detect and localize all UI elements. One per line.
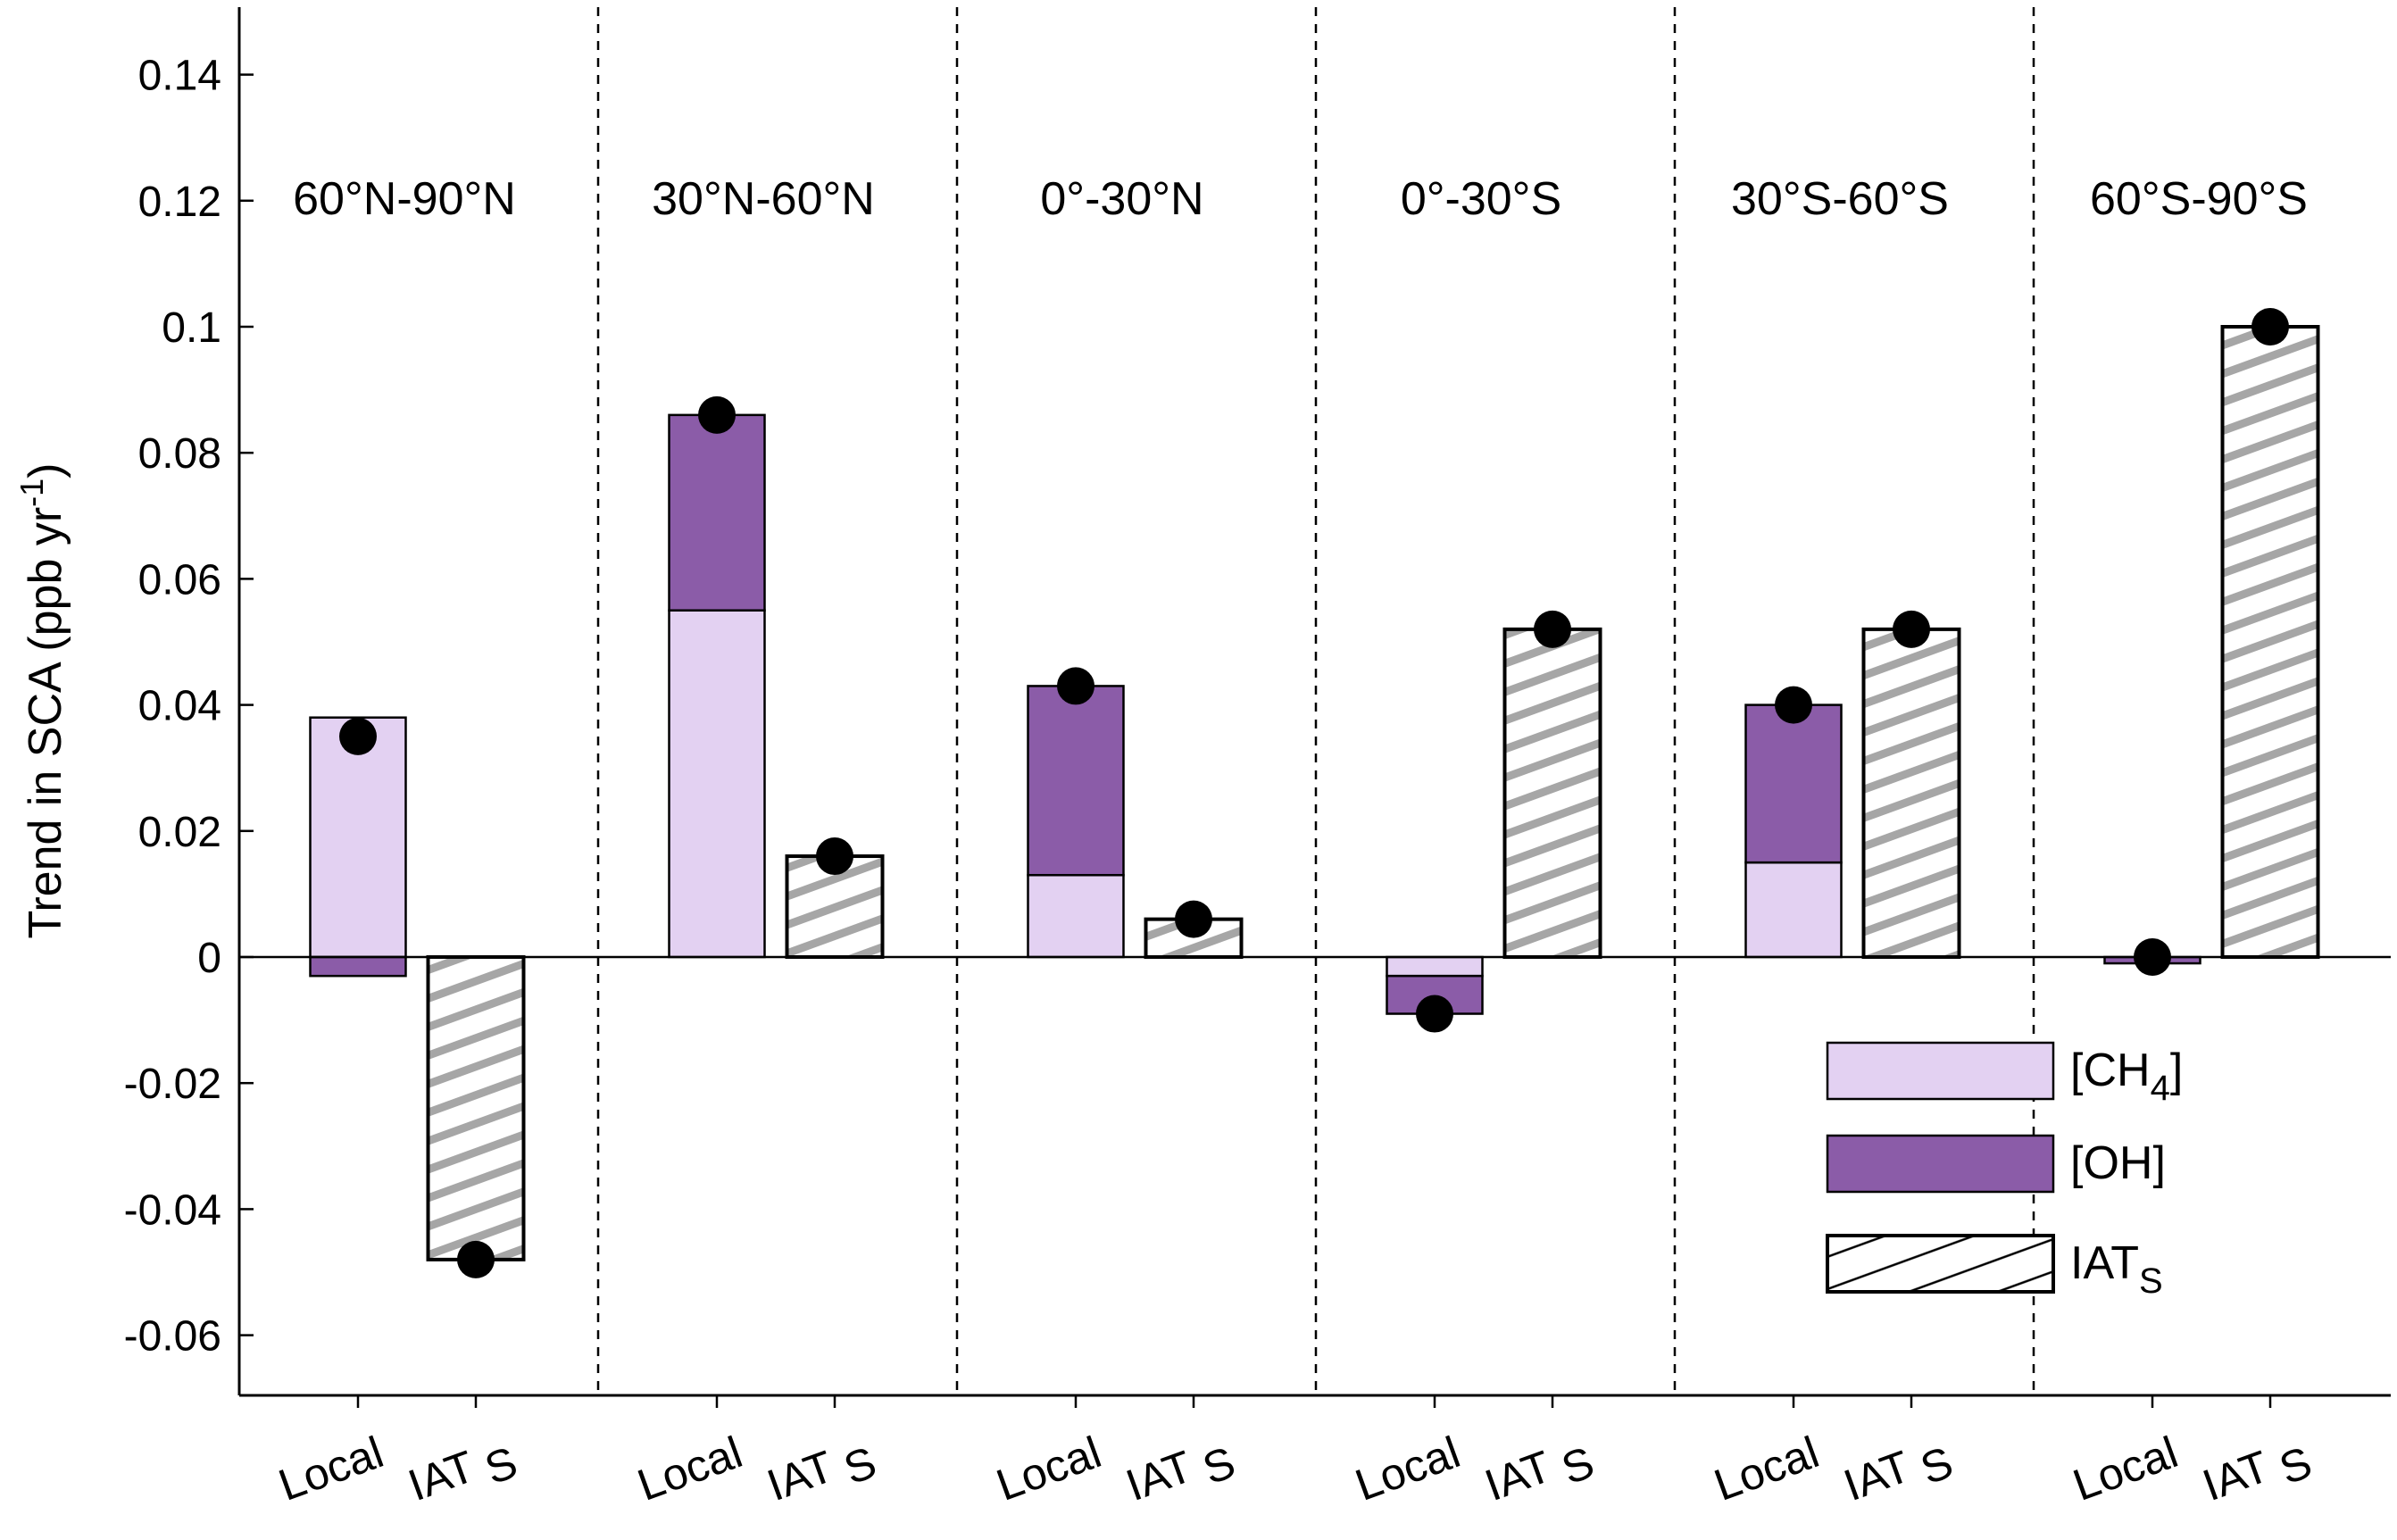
dot-iat-total [816, 837, 853, 876]
legend-swatch-iat [1826, 1234, 2055, 1294]
region-label: 60°N-90°N [293, 173, 516, 225]
legend-label-sub: S [2139, 1261, 2163, 1301]
x-tick-label-local: Local [990, 1427, 1107, 1511]
legend: [CH4][OH]IATS [1826, 1041, 2183, 1301]
x-tick-label-iat: IAT S [1837, 1427, 1959, 1520]
x-tick-label-iat: IAT S [402, 1427, 523, 1520]
y-axis-title-close: ) [20, 463, 71, 479]
bar-local-oh [668, 413, 766, 612]
dot-local-total [339, 717, 377, 755]
y-tick-label: 0 [197, 935, 221, 982]
bar-iat [2220, 325, 2320, 959]
bar-iat [426, 955, 526, 1261]
bar-local-ch4 [1027, 873, 1125, 959]
y-axis: -0.06 -0.04 -0.02 0 0.02 0.04 0.06 0.08 0.1 0.12 0… [124, 7, 2391, 1408]
x-tick-label-iat: IAT S [1119, 1427, 1241, 1520]
y-tick-label: -0.06 [124, 1313, 221, 1361]
x-tick-label-local: Local [1708, 1427, 1825, 1511]
y-tick-label: -0.02 [124, 1061, 221, 1108]
legend-label-iat: IATS [2070, 1237, 2163, 1301]
region-label: 0°-30°N [1040, 173, 1203, 225]
x-tick-label-local: Local [1349, 1427, 1466, 1511]
legend-label-main: IAT [2070, 1237, 2139, 1289]
y-tick-label: -0.04 [124, 1186, 221, 1234]
bar-local-oh [309, 955, 407, 978]
bar-iat [1502, 627, 1602, 959]
legend-swatch-oh [1826, 1134, 2055, 1194]
y-axis-title-main: Trend in SCA (ppb yr [20, 507, 71, 939]
legend-label-main: [CH [2070, 1045, 2151, 1096]
bar-local-ch4 [309, 716, 407, 959]
bar-local-ch4 [1386, 955, 1484, 978]
y-tick-label: 0.02 [138, 809, 221, 856]
x-tick-label-local: Local [272, 1427, 389, 1511]
bar-local-oh [1744, 703, 1843, 864]
y-tick-label: 0.12 [138, 179, 221, 226]
legend-label-sub: 4 [2151, 1069, 2170, 1108]
legend-label-close: ] [2170, 1045, 2183, 1096]
bar-local-ch4 [668, 609, 766, 959]
dot-iat-total [1175, 900, 1212, 938]
total-markers [339, 308, 2289, 1278]
y-tick-label: 0.06 [138, 556, 221, 604]
region-label: 30°N-60°N [652, 173, 875, 225]
x-tick-label-iat: IAT S [2196, 1427, 2318, 1520]
y-axis-title-sup: -1 [13, 479, 50, 507]
bar-local-oh [1027, 685, 1125, 877]
bar-iat [1861, 627, 1961, 959]
dot-iat-total [2251, 308, 2289, 345]
y-axis-title: Trend in SCA (ppb yr-1) [13, 463, 71, 939]
y-tick-label: 0.04 [138, 683, 221, 730]
y-tick-label: 0.08 [138, 430, 221, 478]
region-label: 0°-30°S [1401, 173, 1561, 225]
x-tick-label-iat: IAT S [1478, 1427, 1600, 1520]
x-tick-label-local: Local [631, 1427, 748, 1511]
y-tick-label: 0.1 [162, 304, 221, 352]
dot-local-total [1057, 667, 1094, 705]
y-tick-label: 0.14 [138, 53, 221, 100]
dot-iat-total [457, 1240, 495, 1278]
bar-local-ch4 [1744, 861, 1843, 959]
legend-label-main: [OH] [2070, 1137, 2166, 1189]
dot-local-total [1416, 995, 1453, 1033]
dot-local-total [698, 395, 736, 434]
region-label: 60°S-90°S [2090, 173, 2308, 225]
x-tick-label-iat: IAT S [761, 1427, 882, 1520]
legend-label-ch4: [CH4] [2070, 1045, 2183, 1108]
dot-iat-total [1893, 610, 1930, 648]
bars [309, 325, 2320, 1261]
dot-iat-total [1534, 610, 1571, 648]
dot-local-total [1775, 686, 1812, 724]
region-label: 30°S-60°S [1731, 173, 1949, 225]
x-tick-label-local: Local [2067, 1427, 2184, 1511]
legend-label-oh: [OH] [2070, 1137, 2166, 1189]
legend-swatch-ch4 [1826, 1041, 2055, 1101]
